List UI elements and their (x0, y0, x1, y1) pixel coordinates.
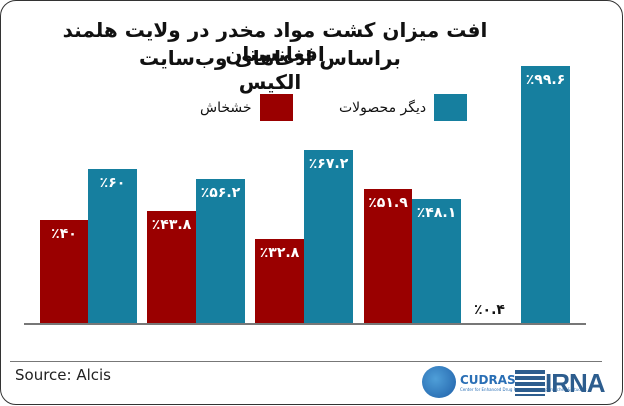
irna-logo: IRNA (515, 368, 606, 398)
source-text: Source: Alcis (15, 366, 111, 384)
bar-value-label: ٪۴۳.۸ (151, 217, 192, 233)
bar-value-label: ٪۵۱.۹ (368, 195, 408, 211)
bar-other-crops-2: ٪۵۶.۲ (196, 179, 245, 323)
bar-value-label: ٪۶۰ (99, 175, 126, 191)
bar-poppy-2: ٪۴۳.۸ (147, 211, 196, 323)
bar-poppy-3: ٪۳۲.۸ (255, 239, 304, 323)
bar-value-label: ٪۴۸.۱ (416, 205, 457, 221)
legend-label-poppy: خشخاش (200, 99, 252, 116)
bar-other-crops-4: ٪۴۸.۱ (412, 199, 461, 323)
bar-value-label: ٪۹۹.۶ (525, 72, 566, 88)
bar-other-crops-1: ٪۶۰ (88, 169, 137, 323)
x-axis-baseline (24, 323, 586, 325)
cudras-logo-text: CUDRAS (460, 372, 516, 387)
cudras-emblem-icon (422, 366, 456, 398)
bar-value-label: ٪۳۲.۸ (259, 245, 300, 261)
bar-value-label: ٪۶۷.۲ (308, 156, 349, 172)
bar-poppy-4: ٪۵۱.۹ (364, 189, 412, 323)
irna-logo-text: IRNA (545, 368, 606, 398)
bar-poppy-5-label: ٪۰.۴ (474, 302, 505, 318)
legend-poppy: خشخاش (200, 94, 293, 121)
legend-swatch-poppy (259, 94, 293, 121)
legend-label-other-crops: دیگر محصولات (339, 99, 427, 116)
legend-swatch-other-crops (434, 94, 468, 121)
bar-other-crops-5: ٪۹۹.۶ (521, 66, 570, 323)
bar-poppy-1: ٪۴۰ (40, 220, 88, 323)
bar-value-label: ٪۴۰ (51, 226, 77, 242)
legend-other-crops: دیگر محصولات (339, 94, 468, 121)
irna-emblem-icon (515, 370, 545, 396)
bar-other-crops-3: ٪۶۷.۲ (304, 150, 353, 323)
chart-title: افت میزان کشت مواد مخدر در ولایت هلمند ا… (62, 18, 488, 66)
footer-divider (10, 361, 602, 362)
chart-subtitle: براساس ادعاهای وب‌سایت الکیس (139, 46, 401, 94)
bar-value-label: ٪۵۶.۲ (200, 185, 241, 201)
